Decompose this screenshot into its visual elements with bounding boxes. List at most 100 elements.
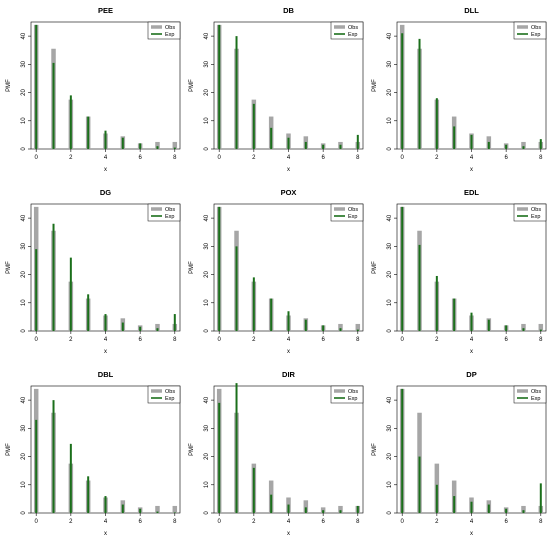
x-tick-label: 0 — [218, 519, 222, 525]
x-tick-label: 2 — [252, 337, 256, 343]
legend-obs-label: Obs — [531, 389, 541, 395]
legend-obs-label: Obs — [531, 25, 541, 31]
legend-exp-label: Exp — [348, 32, 357, 38]
x-axis-label: x — [287, 167, 290, 173]
y-tick-label: 10 — [204, 299, 210, 306]
x-tick-label: 2 — [435, 337, 439, 343]
legend-exp-label: Exp — [348, 396, 357, 402]
legend-box — [513, 21, 547, 40]
y-tick-label: 20 — [21, 453, 27, 460]
y-tick-label: 40 — [387, 396, 393, 403]
x-tick-label: 8 — [539, 337, 543, 343]
x-axis-label: x — [104, 531, 107, 537]
x-tick-label: 2 — [69, 337, 73, 343]
legend-box — [330, 203, 364, 222]
x-tick-label: 6 — [504, 155, 508, 161]
x-tick-label: 4 — [470, 519, 474, 525]
x-tick-label: 0 — [35, 155, 39, 161]
legend-box — [147, 21, 181, 40]
legend-exp-label: Exp — [165, 32, 174, 38]
x-axis-label: x — [287, 531, 290, 537]
x-tick-label: 0 — [218, 337, 222, 343]
chart-title: DP — [466, 370, 476, 379]
legend-exp-label: Exp — [531, 396, 540, 402]
y-tick-label: 40 — [21, 214, 27, 221]
y-tick-label: 20 — [387, 271, 393, 278]
x-tick-label: 4 — [287, 337, 291, 343]
x-tick-label: 0 — [401, 337, 405, 343]
y-tick-label: 20 — [204, 271, 210, 278]
y-tick-label: 0 — [204, 511, 210, 515]
y-tick-label: 30 — [21, 60, 27, 67]
y-tick-label: 10 — [204, 117, 210, 124]
x-tick-label: 8 — [173, 519, 177, 525]
y-tick-label: 10 — [21, 481, 27, 488]
chart-title: DB — [283, 6, 294, 15]
y-tick-label: 40 — [21, 32, 27, 39]
y-tick-label: 20 — [387, 453, 393, 460]
y-tick-label: 40 — [21, 396, 27, 403]
y-tick-label: 30 — [21, 242, 27, 249]
y-tick-label: 0 — [204, 147, 210, 151]
y-axis-label: PMF — [189, 443, 195, 456]
y-tick-label: 10 — [21, 117, 27, 124]
x-tick-label: 0 — [401, 155, 405, 161]
chart-title: DIR — [282, 370, 296, 379]
x-tick-label: 8 — [539, 519, 543, 525]
legend-exp-label: Exp — [531, 32, 540, 38]
y-tick-label: 0 — [21, 147, 27, 151]
legend-obs-label: Obs — [531, 207, 541, 213]
legend-obs-label: Obs — [348, 207, 358, 213]
legend-obs-label: Obs — [348, 25, 358, 31]
y-tick-label: 30 — [204, 60, 210, 67]
legend-obs-label: Obs — [348, 389, 358, 395]
y-tick-label: 20 — [21, 271, 27, 278]
chart-panel-dbl: DBL 0 10 20 30 40 0 2 4 6 8 x PMF Obs Exp — [0, 366, 183, 548]
x-axis-label: x — [470, 167, 473, 173]
legend-box — [147, 203, 181, 222]
x-tick-label: 2 — [69, 519, 73, 525]
y-tick-label: 30 — [204, 424, 210, 431]
x-tick-label: 4 — [470, 155, 474, 161]
x-axis-label: x — [104, 167, 107, 173]
y-axis-label: PMF — [372, 261, 378, 274]
x-tick-label: 2 — [252, 519, 256, 525]
y-tick-label: 10 — [21, 299, 27, 306]
legend-exp-label: Exp — [531, 214, 540, 220]
legend-exp-label: Exp — [165, 214, 174, 220]
x-tick-label: 6 — [321, 519, 325, 525]
y-tick-label: 20 — [204, 453, 210, 460]
y-tick-label: 30 — [387, 60, 393, 67]
chart-title: DLL — [464, 6, 479, 15]
y-tick-label: 0 — [21, 329, 27, 333]
legend-box — [147, 385, 181, 404]
x-tick-label: 4 — [287, 155, 291, 161]
legend-exp-label: Exp — [348, 214, 357, 220]
y-tick-label: 0 — [204, 329, 210, 333]
y-tick-label: 40 — [387, 214, 393, 221]
x-tick-label: 2 — [435, 519, 439, 525]
y-axis-label: PMF — [372, 443, 378, 456]
legend-box — [330, 385, 364, 404]
y-tick-label: 20 — [204, 89, 210, 96]
x-tick-label: 4 — [104, 155, 108, 161]
x-tick-label: 8 — [356, 519, 360, 525]
y-tick-label: 40 — [204, 214, 210, 221]
chart-panel-dir: DIR 0 10 20 30 40 0 2 4 6 8 x PMF Obs Exp — [183, 366, 366, 548]
x-tick-label: 0 — [35, 519, 39, 525]
chart-panel-dg: DG 0 10 20 30 40 0 2 4 6 8 x PMF Obs Exp — [0, 184, 183, 366]
x-axis-label: x — [470, 531, 473, 537]
chart-panel-db: DB 0 10 20 30 40 0 2 4 6 8 x PMF Obs Exp — [183, 2, 366, 184]
